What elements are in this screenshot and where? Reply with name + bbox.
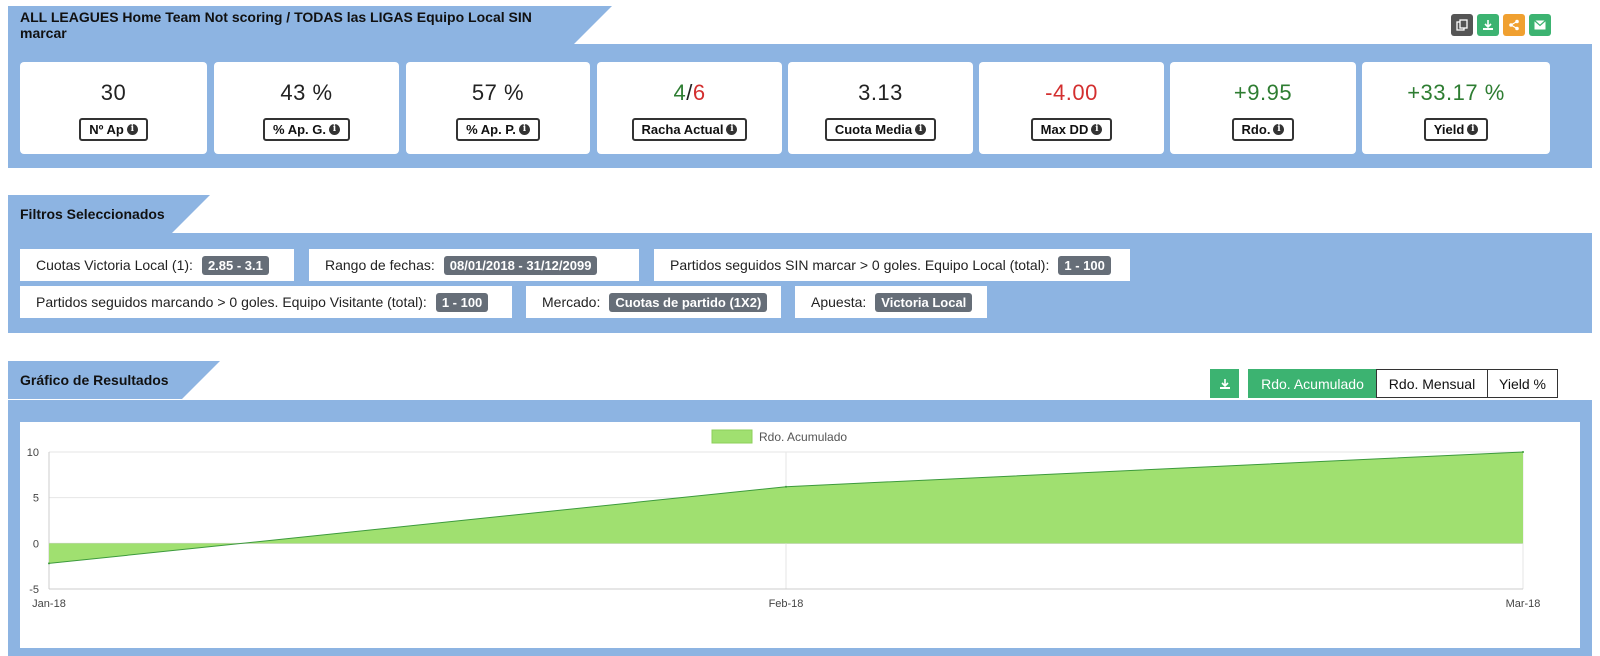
download-button[interactable] bbox=[1477, 14, 1499, 36]
filter-label: Partidos seguidos marcando > 0 goles. Eq… bbox=[36, 294, 427, 310]
info-icon: i bbox=[1467, 124, 1479, 135]
share-icon bbox=[1509, 19, 1519, 31]
stat-card-appearances: 30 Nº Ap i bbox=[20, 62, 207, 154]
filter-label: Rango de fechas: bbox=[325, 257, 435, 273]
stat-label[interactable]: Cuota Media i bbox=[824, 118, 937, 141]
filter-value-badge: 2.85 - 3.1 bbox=[201, 255, 269, 275]
y-tick-label: 5 bbox=[33, 493, 39, 505]
copy-button[interactable] bbox=[1451, 14, 1473, 36]
info-icon: i bbox=[726, 124, 738, 135]
filter-value-badge: Cuotas de partido (1X2) bbox=[609, 292, 768, 312]
stat-value: +9.95 bbox=[1233, 80, 1293, 105]
filter-chip: Mercado: Cuotas de partido (1X2) bbox=[526, 286, 781, 318]
tab-rdo-mensual[interactable]: Rdo. Mensual bbox=[1376, 369, 1488, 398]
x-tick-label: Feb-18 bbox=[769, 598, 804, 610]
tab-rdo-acumulado[interactable]: Rdo. Acumulado bbox=[1248, 369, 1377, 398]
filter-chip: Rango de fechas: 08/01/2018 - 31/12/2099 bbox=[309, 249, 639, 281]
chart-container: 10 5 0 -5 Jan-18 Feb-18 Mar-18 Rdo. Acumulado bbox=[20, 422, 1580, 648]
x-tick-label: Mar-18 bbox=[1506, 598, 1541, 610]
filter-label: Partidos seguidos SIN marcar > 0 goles. … bbox=[670, 257, 1050, 273]
stat-value: +33.17 % bbox=[1407, 80, 1505, 105]
info-icon: i bbox=[126, 124, 138, 135]
filter-label: Apuesta: bbox=[811, 294, 867, 310]
stat-label[interactable]: Racha Actual i bbox=[631, 118, 748, 141]
y-tick-label: -5 bbox=[29, 584, 39, 596]
share-button[interactable] bbox=[1503, 14, 1525, 36]
streak-win: 4 bbox=[673, 80, 687, 105]
info-icon: i bbox=[1091, 124, 1103, 135]
stat-value: -4.00 bbox=[1045, 80, 1098, 105]
filter-value-badge: 08/01/2018 - 31/12/2099 bbox=[443, 255, 598, 275]
filter-chip: Apuesta: Victoria Local bbox=[795, 286, 987, 318]
filters-header: Filtros Seleccionados bbox=[8, 195, 172, 233]
stat-card-win-pct: 43 % % Ap. G. i bbox=[214, 62, 399, 154]
legend-swatch bbox=[711, 429, 753, 444]
info-icon: i bbox=[915, 124, 927, 135]
area-fill bbox=[49, 452, 1523, 564]
results-chart: 10 5 0 -5 Jan-18 Feb-18 Mar-18 Rdo. Acumulado bbox=[27, 429, 1541, 610]
stat-label[interactable]: Max DD i bbox=[1030, 118, 1113, 141]
stat-label[interactable]: Nº Ap i bbox=[79, 118, 148, 141]
info-icon: i bbox=[518, 124, 530, 135]
data-point bbox=[1522, 451, 1524, 453]
page-title-text: ALL LEAGUES Home Team Not scoring / TODA… bbox=[20, 9, 532, 41]
email-button[interactable] bbox=[1529, 14, 1551, 36]
download-icon bbox=[1219, 378, 1230, 389]
x-tick-label: Jan-18 bbox=[32, 598, 66, 610]
streak-sep: / bbox=[686, 80, 693, 105]
data-point bbox=[48, 562, 50, 565]
stat-card-streak: 4/6 Racha Actual i bbox=[597, 62, 782, 154]
download-icon bbox=[1483, 20, 1493, 30]
filter-label: Cuotas Victoria Local (1): bbox=[36, 257, 193, 273]
stat-card-yield: +33.17 % Yield i bbox=[1362, 62, 1550, 154]
stat-value: 3.13 bbox=[858, 80, 903, 105]
filter-value-badge: 1 - 100 bbox=[435, 292, 489, 312]
data-point bbox=[785, 485, 787, 488]
filter-chip: Partidos seguidos SIN marcar > 0 goles. … bbox=[654, 249, 1130, 281]
stat-card-result: +9.95 Rdo. i bbox=[1170, 62, 1356, 154]
filter-label: Mercado: bbox=[542, 294, 601, 310]
y-tick-label: 10 bbox=[27, 447, 39, 459]
stat-label[interactable]: % Ap. G. i bbox=[263, 118, 350, 141]
chart-download-button[interactable] bbox=[1210, 369, 1239, 398]
stat-value: 30 bbox=[100, 80, 127, 105]
stat-label[interactable]: % Ap. P. i bbox=[456, 118, 540, 141]
stat-label[interactable]: Yield i bbox=[1423, 118, 1489, 141]
stat-card-avg-odds: 3.13 Cuota Media i bbox=[788, 62, 973, 154]
filter-value-badge: Victoria Local bbox=[875, 292, 973, 312]
results-header: Gráfico de Resultados bbox=[8, 361, 182, 399]
streak-loss: 6 bbox=[692, 80, 706, 105]
filter-chip: Cuotas Victoria Local (1): 2.85 - 3.1 bbox=[20, 249, 294, 281]
stat-value: 4/6 bbox=[673, 80, 705, 108]
filters-panel bbox=[8, 233, 1592, 333]
stat-label[interactable]: Rdo. i bbox=[1231, 118, 1295, 141]
legend-label: Rdo. Acumulado bbox=[759, 430, 847, 444]
page-title: ALL LEAGUES Home Team Not scoring / TODA… bbox=[8, 6, 574, 44]
copy-icon bbox=[1456, 19, 1468, 31]
stat-value: 57 % bbox=[471, 80, 525, 105]
stat-value: 43 % bbox=[280, 80, 333, 105]
stat-card-loss-pct: 57 % % Ap. P. i bbox=[406, 62, 590, 154]
info-icon: i bbox=[328, 124, 340, 135]
tab-yield[interactable]: Yield % bbox=[1487, 369, 1558, 398]
y-tick-label: 0 bbox=[33, 538, 39, 550]
filter-value-badge: 1 - 100 bbox=[1058, 255, 1111, 275]
envelope-icon bbox=[1534, 20, 1546, 30]
info-icon: i bbox=[1273, 124, 1285, 135]
stat-card-max-dd: -4.00 Max DD i bbox=[979, 62, 1164, 154]
filter-chip: Partidos seguidos marcando > 0 goles. Eq… bbox=[20, 286, 512, 318]
